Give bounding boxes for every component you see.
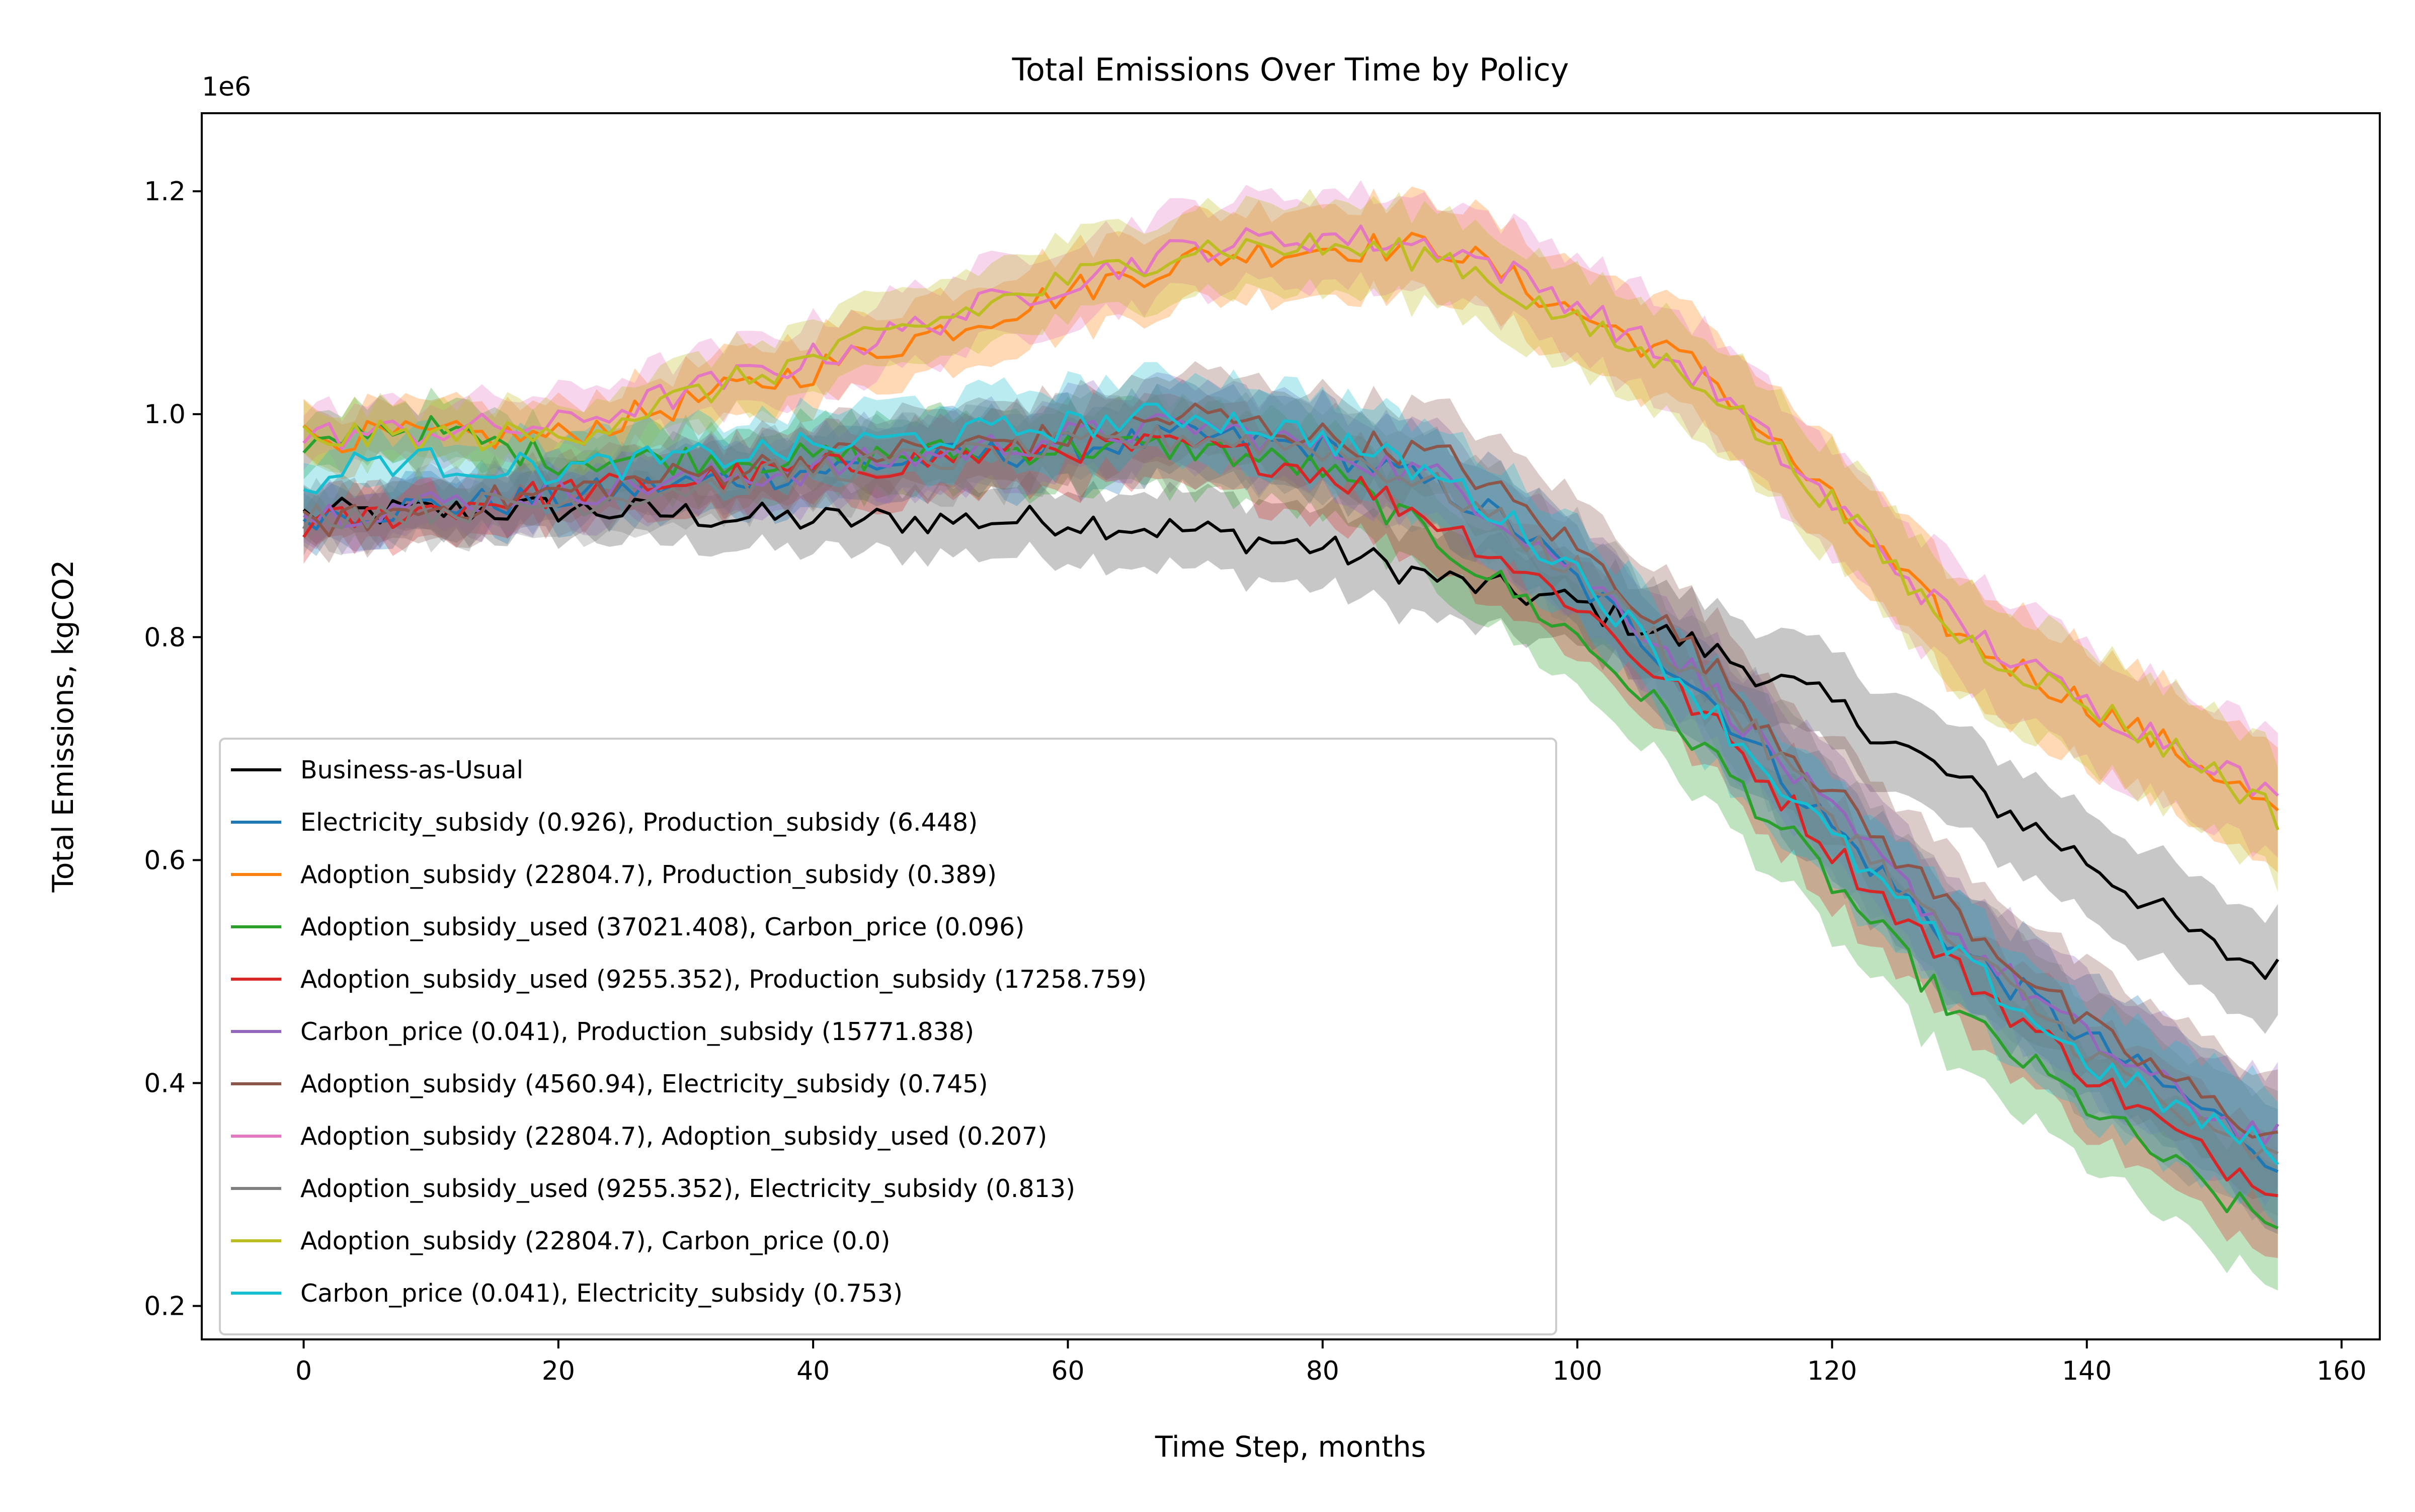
confidence-band (303, 180, 2278, 858)
series-line (302, 231, 2279, 812)
chart-title: Total Emissions Over Time by Policy (1012, 51, 1569, 88)
y-tick-label: 0.2 (144, 1292, 186, 1322)
y-tick-label: 1.2 (144, 177, 186, 207)
x-tick-label: 120 (1807, 1356, 1857, 1386)
series-line (303, 413, 2280, 1145)
series-line (303, 403, 2279, 1166)
confidence-band (303, 189, 2278, 893)
y-tick-label: 0.4 (144, 1068, 186, 1098)
legend-entry-label: Adoption_subsidy_used (9255.352), Produc… (300, 965, 1147, 994)
y-offset-text: 1e6 (202, 72, 251, 102)
legend-entry-label: Carbon_price (0.041), Production_subsidy… (300, 1017, 974, 1046)
x-tick-label: 0 (295, 1356, 312, 1386)
legend-box (219, 738, 1557, 1335)
legend-entry-label: Adoption_subsidy (22804.7), Adoption_sub… (300, 1122, 1047, 1151)
legend-entry-label: Electricity_subsidy (0.926), Production_… (300, 808, 978, 837)
x-tick-label: 140 (2062, 1356, 2112, 1386)
y-axis-label: Total Emissions, kgCO2 (47, 560, 80, 893)
x-tick-label: 40 (796, 1356, 830, 1386)
confidence-band (303, 470, 2278, 1034)
y-tick-label: 0.8 (144, 622, 186, 653)
series-line (302, 403, 2278, 1139)
x-tick-label: 100 (1552, 1356, 1602, 1386)
x-tick-label: 160 (2316, 1356, 2366, 1386)
y-axis-ticks: 0.2 0.4 0.6 0.8 1.0 1.2 (144, 177, 202, 1322)
axes-frame (201, 112, 2381, 1340)
legend-entry-label: Adoption_subsidy (4560.94), Electricity_… (300, 1070, 988, 1098)
x-axis-ticks: 0 20 40 60 80 100 120 140 160 (295, 1339, 2367, 1386)
x-tick-label: 60 (1051, 1356, 1084, 1386)
confidence-band (303, 362, 2278, 1227)
legend: Business-as-Usual Electricity_subsidy (0.… (219, 738, 1557, 1335)
series-lines (302, 224, 2280, 1230)
legend-entry-label: Adoption_subsidy_used (9255.352), Electr… (300, 1174, 1075, 1203)
legend-entry-label: Business-as-Usual (300, 756, 523, 784)
x-tick-label: 80 (1306, 1356, 1339, 1386)
series-line (302, 496, 2279, 980)
confidence-band (303, 392, 2278, 1258)
x-axis-label: Time Step, months (1155, 1430, 1426, 1464)
series-line (302, 232, 2280, 831)
legend-entry-label: Carbon_price (0.041), Electricity_subsid… (300, 1279, 903, 1308)
x-tick-label: 20 (542, 1356, 575, 1386)
legend-entry-label: Adoption_subsidy (22804.7), Production_s… (300, 860, 997, 889)
y-tick-label: 1.0 (144, 400, 186, 430)
legend-entry-label: Adoption_subsidy (22804.7), Carbon_price… (300, 1227, 890, 1255)
series-line (302, 424, 2279, 1160)
y-tick-label: 0.6 (144, 845, 186, 876)
legend-entry-label: Adoption_subsidy_used (37021.408), Carbo… (300, 913, 1024, 941)
confidence-band (303, 383, 2278, 1221)
series-line (302, 224, 2279, 797)
